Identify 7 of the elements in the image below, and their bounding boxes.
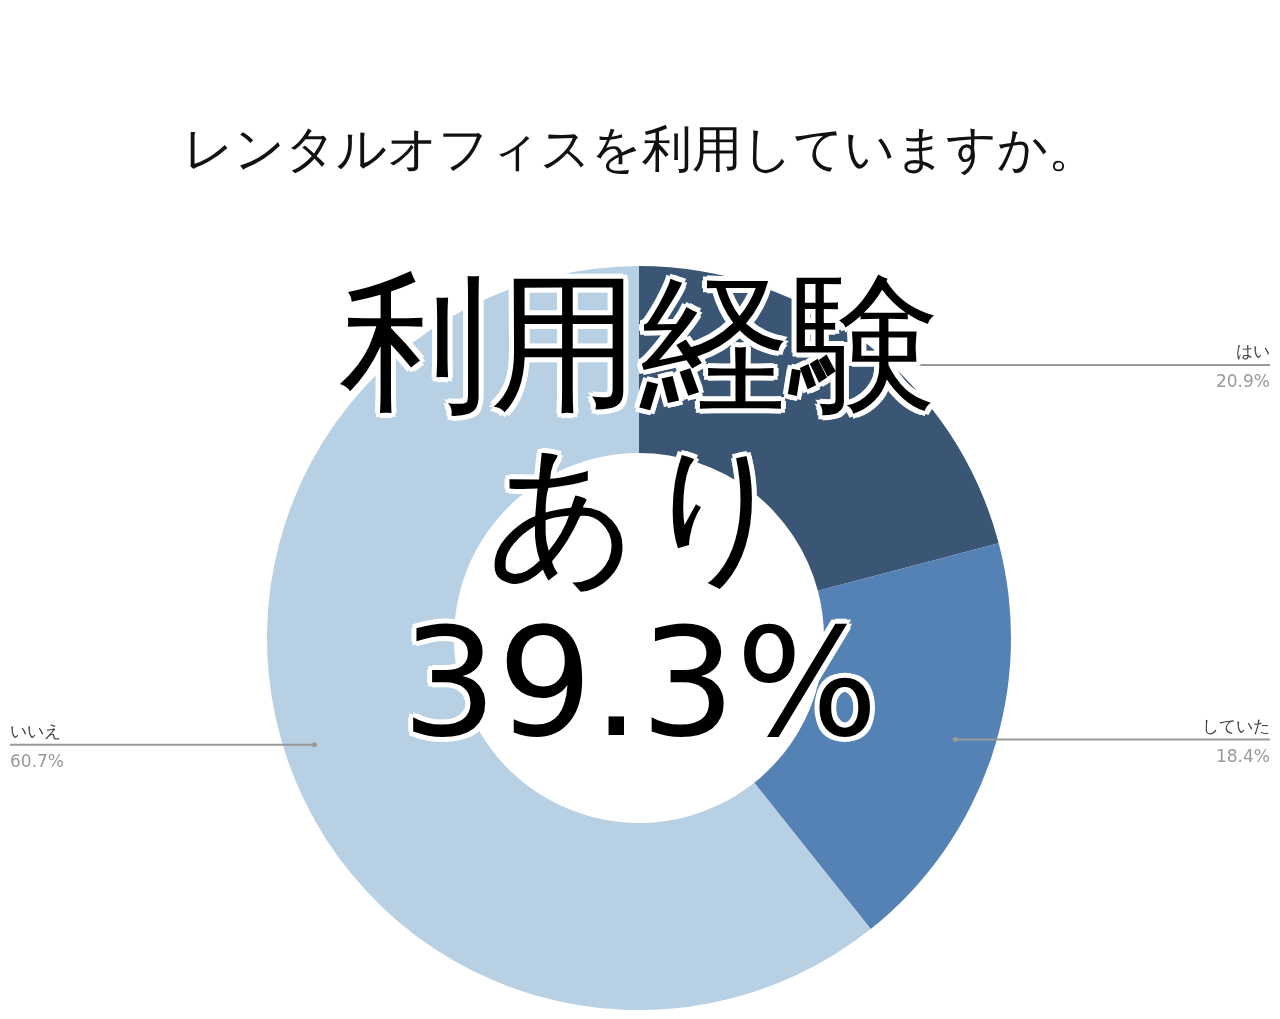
slice-label: していた [1202,715,1270,736]
slice-label: いいえ [10,720,61,741]
chart-title: レンタルオフィスを利用していますか。 [181,119,1099,180]
slice-label: はい [1236,340,1270,361]
data-label: 20.9% [1215,370,1270,391]
data-label: 18.4% [1215,745,1270,766]
data-label: 60.7% [10,750,65,771]
